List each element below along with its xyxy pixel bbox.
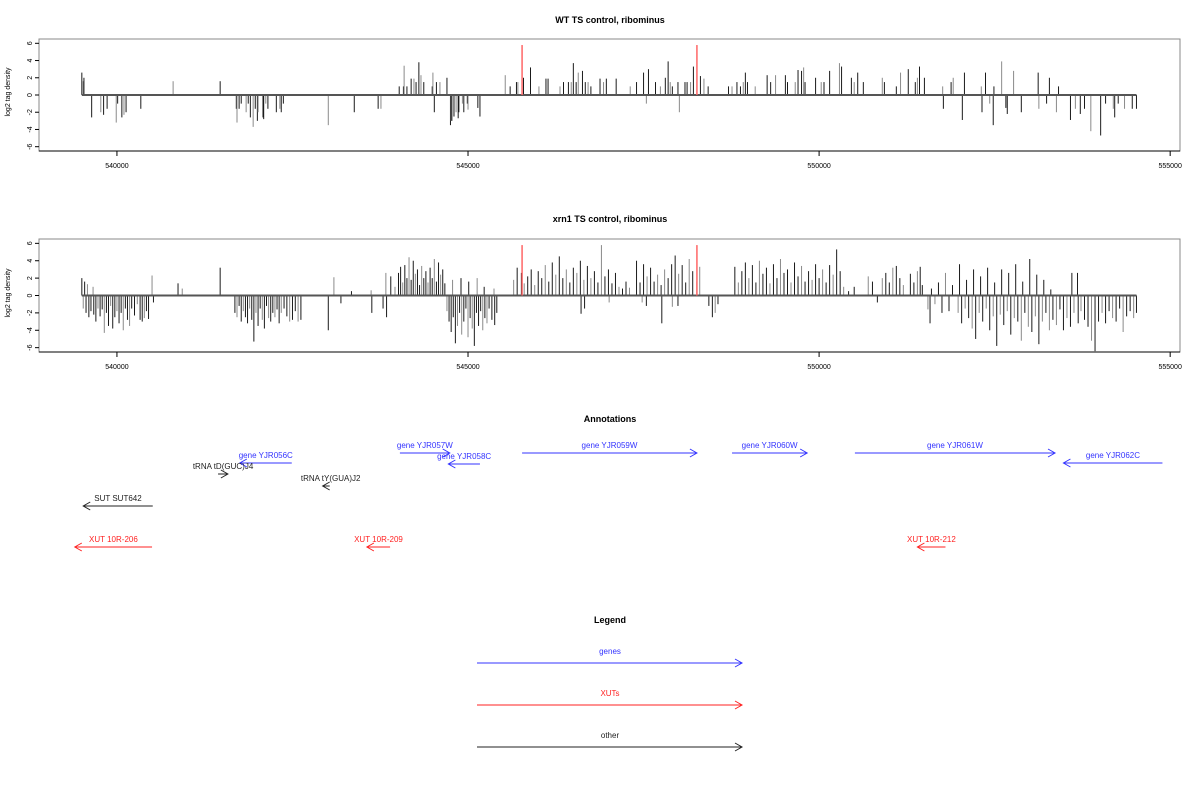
panel-xrn1: xrn1 TS control, ribominus log2 tag dens… <box>5 214 1182 371</box>
x-tick-label: 540000 <box>105 163 128 170</box>
arrow-head-icon <box>799 448 809 458</box>
legend-entries: genes XUTs other <box>477 647 744 752</box>
annotation-arrow <box>854 448 1057 458</box>
annotation-label: gene YJR061W <box>927 441 983 450</box>
y-tick-label: -2 <box>27 310 34 316</box>
plot-area-wt: -6 -4 -2 0 2 4 6 540000 545000 550000 555000 <box>27 38 1182 170</box>
panel-wt: WT TS control, ribominus log2 tag densit… <box>5 15 1182 170</box>
x-tick-label: 540000 <box>105 364 128 371</box>
arrow-head-icon <box>734 742 744 752</box>
legend-label: XUTs <box>600 689 619 698</box>
panel-title-wt: WT TS control, ribominus <box>555 15 665 25</box>
annotation-arrows: gene YJR056C gene YJR057W gene YJR058C gene… <box>73 441 1163 552</box>
annotation-label: tRNA tY(GUA)J2 <box>301 474 361 483</box>
arrow-head-icon <box>442 448 451 458</box>
y-tick-label: -2 <box>27 109 34 115</box>
annotation-arrow <box>732 448 809 458</box>
legend: Legend genes XUTs other <box>477 615 744 752</box>
arrow-head-icon <box>916 542 925 552</box>
plot-area-xrn1: -6 -4 -2 0 2 4 6 540000 545000 550000 555000 <box>27 238 1182 371</box>
y-tick-label: 2 <box>27 76 34 80</box>
annotation-arrow <box>238 458 292 468</box>
annotation-arrow <box>218 469 229 479</box>
arrow-head-icon <box>1047 448 1057 458</box>
panel-title-xrn1: xrn1 TS control, ribominus <box>553 214 668 224</box>
y-tick-label: -4 <box>27 327 34 333</box>
y-tick-label: 0 <box>27 93 34 97</box>
arrow-head-icon <box>82 501 91 511</box>
arrow-head-icon <box>1062 458 1071 468</box>
annotation-label: SUT SUT642 <box>94 494 142 503</box>
arrow-head-icon <box>238 458 248 468</box>
arrow-head-icon <box>73 542 83 552</box>
annotation-label: gene YJR060W <box>742 441 798 450</box>
annotations-title: Annotations <box>584 414 637 424</box>
annotation-arrow <box>399 448 451 458</box>
annotation-arrow <box>73 542 153 552</box>
annotation-label: gene YJR062C <box>1086 451 1140 460</box>
y-tick-label: -6 <box>27 344 34 350</box>
arrow-head-icon <box>321 481 330 491</box>
annotation-label: XUT 10R-206 <box>89 535 138 544</box>
arrow-head-icon <box>365 542 375 552</box>
y-axis-label-xrn1: log2 tag density <box>5 268 12 318</box>
annotation-label: XUT 10R-209 <box>354 535 403 544</box>
y-tick-label: 4 <box>27 259 34 263</box>
arrow-head-icon <box>689 448 698 458</box>
annotation-arrow <box>522 448 698 458</box>
annotation-label: gene YJR058C <box>437 452 491 461</box>
legend-title: Legend <box>594 615 626 625</box>
annotation-label: gene YJR056C <box>239 451 293 460</box>
arrow-head-icon <box>734 658 744 668</box>
annotation-arrow <box>916 542 946 552</box>
x-tick-label: 545000 <box>456 163 479 170</box>
annotation-label: XUT 10R-212 <box>907 535 956 544</box>
annotation-arrow <box>82 501 153 511</box>
arrow-head-icon <box>220 469 229 479</box>
legend-arrow <box>477 658 744 668</box>
legend-label: other <box>601 731 620 740</box>
annotation-arrow <box>365 542 391 552</box>
x-tick-label: 555000 <box>1158 163 1181 170</box>
x-tick-label: 550000 <box>807 163 830 170</box>
y-axis-label-wt: log2 tag density <box>5 67 12 117</box>
annotation-arrow <box>447 459 480 469</box>
y-tick-label: -6 <box>27 143 34 149</box>
x-tick-label: 550000 <box>807 364 830 371</box>
legend-arrow <box>477 700 744 710</box>
legend-label: genes <box>599 647 621 656</box>
y-tick-label: 6 <box>27 241 34 245</box>
x-tick-label: 545000 <box>456 364 479 371</box>
y-tick-label: 6 <box>27 41 34 45</box>
y-tick-label: 2 <box>27 276 34 280</box>
y-tick-label: 4 <box>27 58 34 62</box>
legend-arrow <box>477 742 744 752</box>
annotation-arrow <box>1062 458 1163 468</box>
x-tick-label: 555000 <box>1158 364 1181 371</box>
y-tick-label: 0 <box>27 293 34 297</box>
annotation-arrow <box>321 481 330 491</box>
arrow-head-icon <box>447 459 456 469</box>
annotation-label: gene YJR059W <box>582 441 638 450</box>
annotation-label: gene YJR057W <box>397 441 453 450</box>
annotation-label: tRNA tD(GUC)J4 <box>193 462 254 471</box>
y-tick-label: -4 <box>27 126 34 132</box>
arrow-head-icon <box>734 700 744 710</box>
